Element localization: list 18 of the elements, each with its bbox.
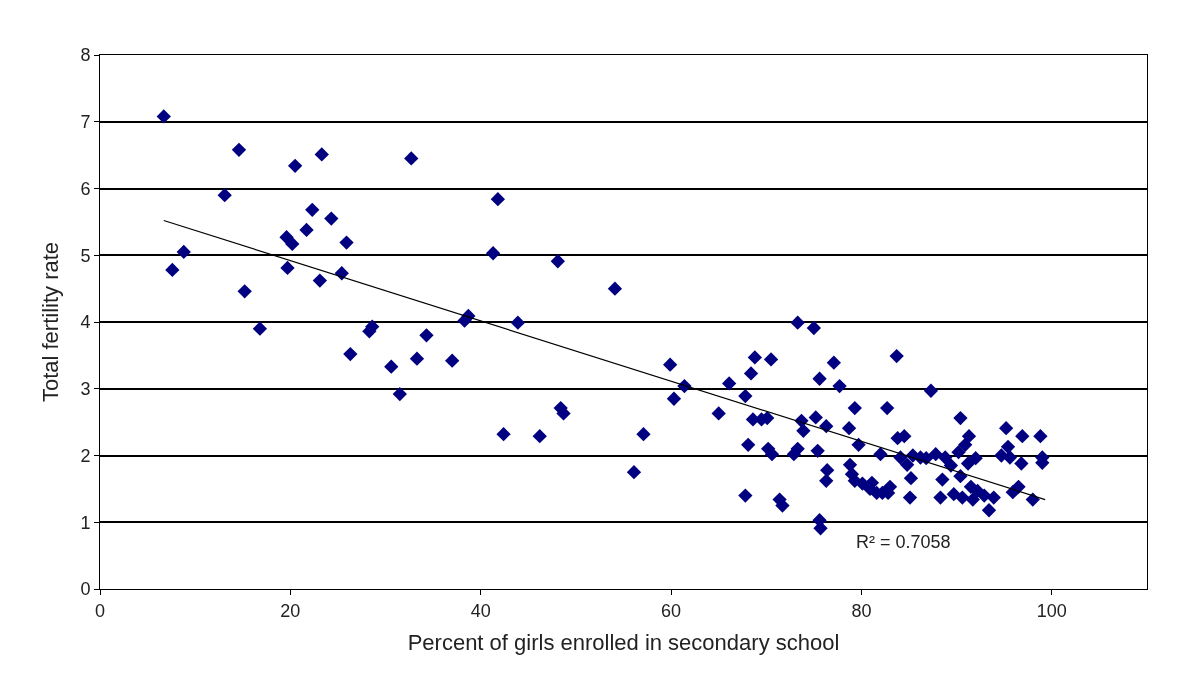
- x-tick-label: 100: [1036, 600, 1067, 621]
- x-tick-label: 60: [661, 600, 682, 621]
- y-tick-label: 4: [80, 312, 91, 333]
- y-tick-label: 2: [80, 445, 91, 466]
- y-tick-label: 1: [80, 512, 91, 533]
- x-tick-label: 20: [280, 600, 301, 621]
- y-tick-label: 8: [80, 45, 91, 66]
- y-tick-label: 7: [80, 112, 91, 133]
- y-tick-label: 3: [80, 379, 91, 400]
- y-axis-title: Total fertility rate: [38, 241, 64, 403]
- annotation: R² = 0.7058: [856, 532, 951, 552]
- x-axis-title: Percent of girls enrolled in secondary school: [407, 630, 840, 656]
- y-tick-label: 6: [80, 178, 91, 199]
- x-tick-label: 80: [851, 600, 872, 621]
- y-tick-label: 5: [80, 245, 91, 266]
- x-tick-label: 40: [470, 600, 491, 621]
- x-tick-label: 0: [94, 600, 106, 621]
- y-tick-label: 0: [80, 579, 91, 600]
